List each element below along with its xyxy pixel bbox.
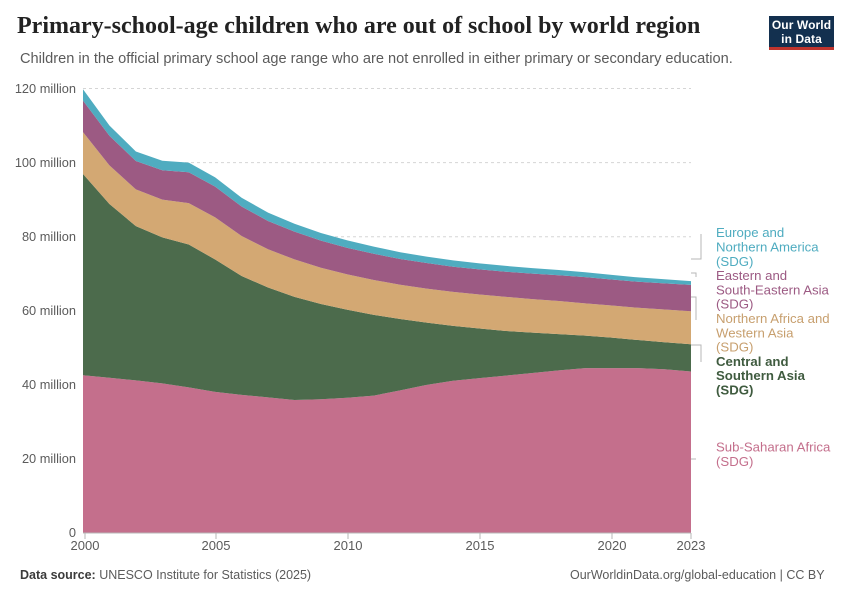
svg-text:Northern America: Northern America — [716, 240, 819, 255]
svg-text:2015: 2015 — [466, 538, 495, 553]
svg-text:2020: 2020 — [598, 538, 627, 553]
svg-text:Eastern and: Eastern and — [716, 268, 787, 283]
svg-text:2010: 2010 — [334, 538, 363, 553]
svg-text:Central and: Central and — [716, 354, 789, 369]
svg-text:(SDG): (SDG) — [716, 254, 753, 269]
svg-text:Northern Africa and: Northern Africa and — [716, 311, 830, 326]
svg-text:80 million: 80 million — [22, 229, 76, 244]
svg-text:100 million: 100 million — [15, 155, 76, 170]
svg-text:(SDG): (SDG) — [716, 340, 753, 355]
svg-text:2000: 2000 — [71, 538, 100, 553]
svg-text:2023: 2023 — [677, 538, 706, 553]
svg-text:(SDG): (SDG) — [716, 297, 753, 312]
svg-text:Europe and: Europe and — [716, 225, 784, 240]
svg-text:South-Eastern Asia: South-Eastern Asia — [716, 282, 830, 297]
svg-text:Southern Asia: Southern Asia — [716, 368, 806, 383]
svg-text:Western Asia: Western Asia — [716, 325, 794, 340]
svg-text:60 million: 60 million — [22, 303, 76, 318]
svg-text:40 million: 40 million — [22, 377, 76, 392]
svg-text:2005: 2005 — [202, 538, 231, 553]
svg-text:(SDG): (SDG) — [716, 383, 753, 398]
svg-text:(SDG): (SDG) — [716, 454, 753, 469]
svg-text:120 million: 120 million — [15, 81, 76, 96]
svg-text:20 million: 20 million — [22, 451, 76, 466]
svg-text:Sub-Saharan Africa: Sub-Saharan Africa — [716, 440, 831, 455]
